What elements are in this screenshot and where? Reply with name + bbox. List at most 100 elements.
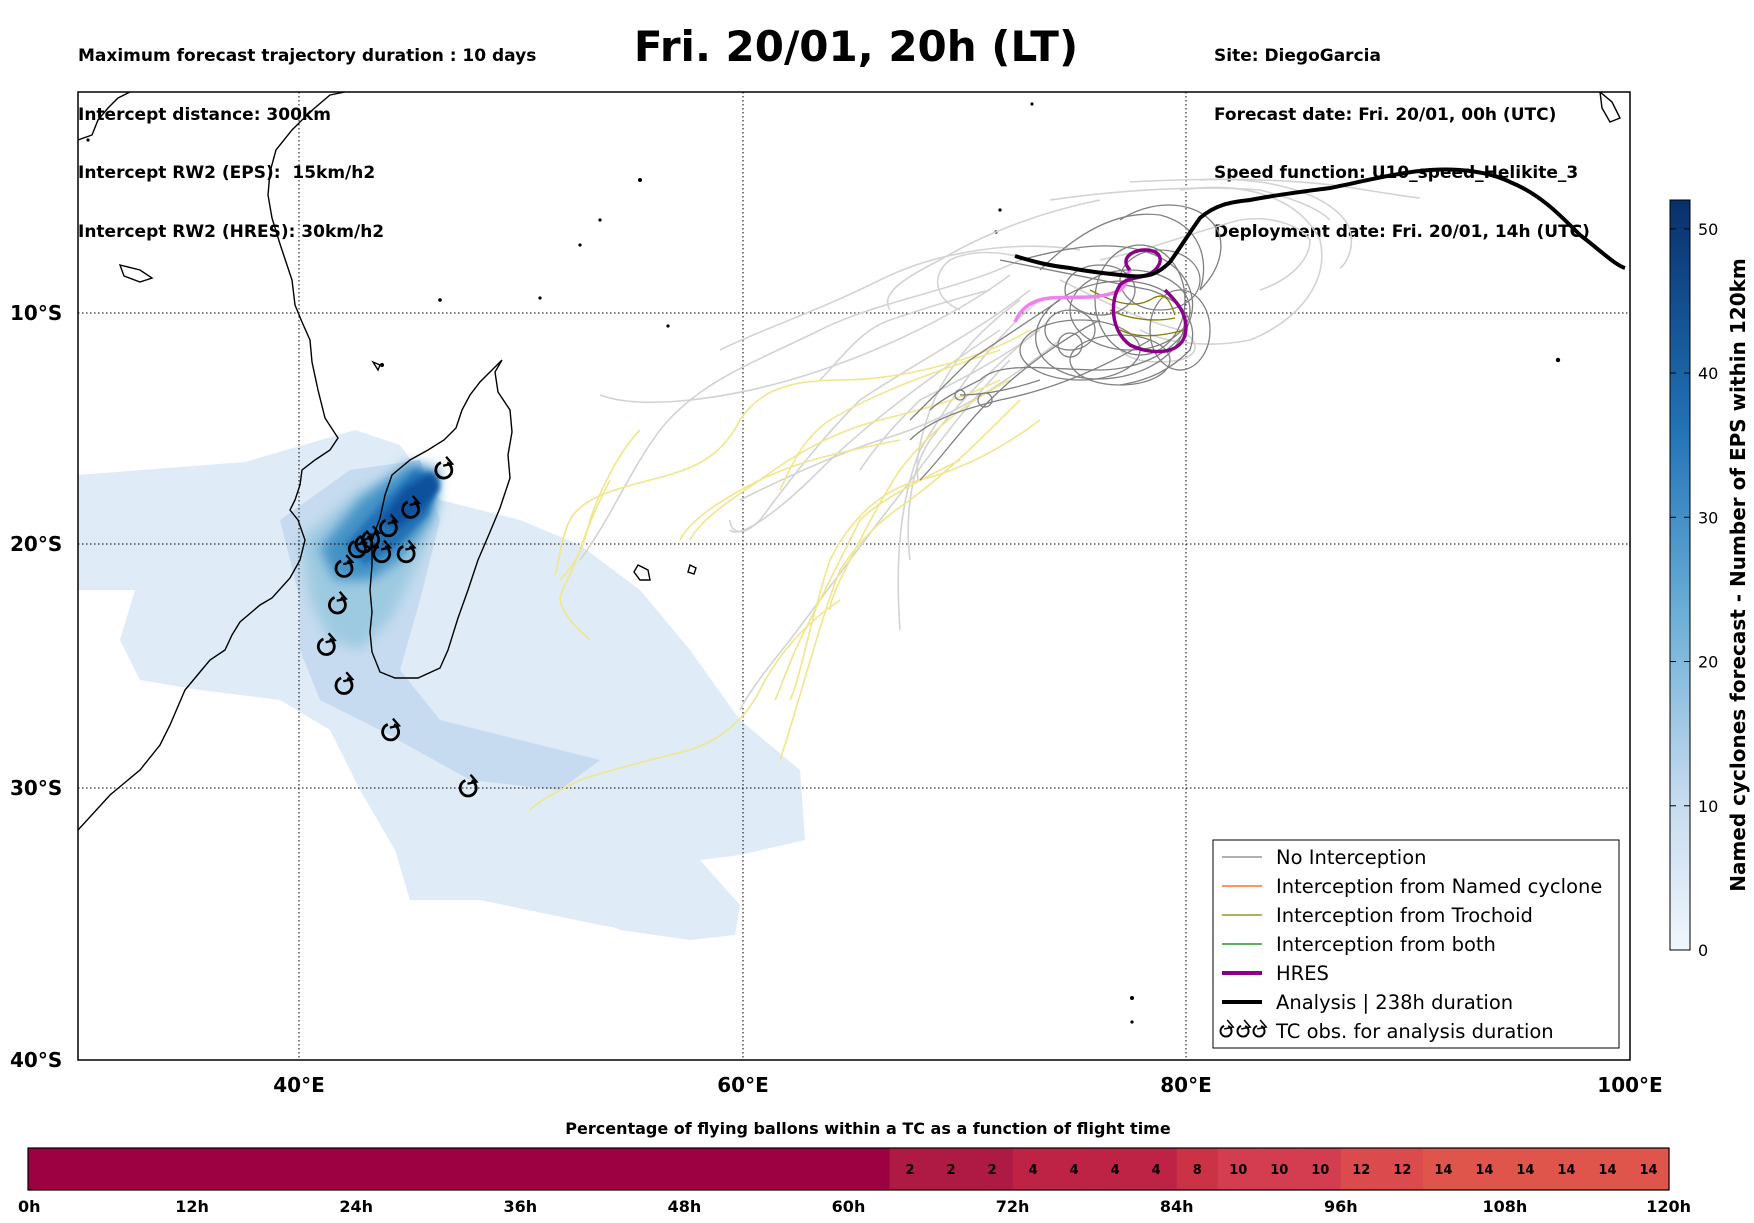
map-title: Fri. 20/01, 20h (LT)	[633, 22, 1079, 71]
density-low	[78, 430, 805, 940]
legend-item: Interception from both	[1222, 933, 1496, 956]
trajectory	[1049, 187, 1331, 221]
small-islands	[86, 102, 1561, 1024]
flight-time-segment: 14	[1463, 1148, 1506, 1190]
trajectory	[689, 379, 1001, 541]
flight-time-segment-fill	[1586, 1148, 1629, 1190]
lat-tick-30s: 30°S	[10, 776, 62, 800]
island-dot	[666, 324, 670, 328]
tc-obs-symbol	[381, 723, 400, 742]
trajectory-loop	[1035, 280, 1185, 380]
trajectory-loop	[1149, 289, 1211, 371]
colorbar-tick-label: 30	[1698, 508, 1718, 527]
tc-observations	[316, 456, 479, 798]
flight-time-segment: 4	[1053, 1148, 1096, 1190]
flight-time-segment-fill	[1627, 1148, 1670, 1190]
trajectory	[909, 299, 1061, 421]
colorbar-tick-label: 40	[1698, 364, 1718, 383]
tc-obs-arrow	[336, 590, 348, 602]
flight-time-label: 36h	[503, 1197, 537, 1216]
flight-time-segment-value: 12	[1352, 1163, 1370, 1178]
island-reunion	[687, 563, 697, 575]
trajectory	[739, 339, 1061, 501]
flight-time-segment: 2	[889, 1148, 932, 1190]
tc-obs-symbol	[328, 596, 347, 615]
tc-obs-arrow	[1224, 1019, 1235, 1030]
flight-time-label: 24h	[339, 1197, 373, 1216]
density-low-tail	[450, 780, 700, 940]
trajectory	[599, 274, 1011, 404]
trajectory-loop	[1119, 249, 1201, 311]
coastline-arabia-horn	[78, 92, 131, 141]
tc-obs-arrow	[343, 671, 355, 683]
flight-time-segment: 14	[1627, 1148, 1670, 1190]
flight-time-segment-fill	[1463, 1148, 1506, 1190]
flight-time-label: 108h	[1483, 1197, 1528, 1216]
eps-trajectories-no-interception	[909, 204, 1222, 481]
trajectory	[819, 289, 991, 381]
legend-label: Analysis | 238h duration	[1276, 991, 1513, 1014]
trajectory	[1199, 178, 1353, 269]
island-dot	[598, 218, 602, 222]
hres-track-late	[1111, 248, 1188, 354]
island-dot	[1130, 996, 1134, 1000]
tc-obs-symbol	[347, 540, 367, 559]
colorbar-tick-label: 10	[1698, 797, 1718, 816]
tc-obs-symbol	[1252, 1024, 1266, 1038]
legend-label: HRES	[1276, 962, 1329, 985]
eps-cyclone-density	[78, 430, 805, 940]
header-line-intercept-distance: Intercept distance: 300km	[78, 104, 331, 125]
tc-obs-arrow	[363, 529, 375, 541]
flight-time-segment-fill	[1381, 1148, 1424, 1190]
longitude-ticks: 40°E 60°E 80°E 100°E	[273, 1073, 1662, 1097]
trajectory	[554, 329, 1031, 576]
legend-item: Interception from Named cyclone	[1222, 875, 1602, 898]
tc-obs-arrow	[1241, 1019, 1252, 1030]
tc-obs-arrow	[442, 456, 455, 467]
flight-time-segment: 10	[1299, 1148, 1342, 1190]
island-dot	[380, 363, 384, 367]
tc-obs-symbol	[1219, 1024, 1233, 1038]
flight-time-segment-value: 14	[1557, 1163, 1575, 1178]
flight-time-segment-fill	[1135, 1148, 1178, 1190]
flight-time-segment-value: 10	[1311, 1163, 1329, 1178]
trajectory	[779, 349, 1001, 491]
legend-label: Interception from Trochoid	[1276, 904, 1533, 927]
trajectory-trochoid	[1089, 289, 1176, 316]
trajectory	[909, 339, 1151, 441]
flight-time-segment-value: 10	[1229, 1163, 1247, 1178]
flight-time-label: 12h	[175, 1197, 209, 1216]
lat-tick-20s: 20°S	[10, 532, 62, 556]
tc-obs-arrow	[1257, 1019, 1268, 1030]
trajectory	[829, 379, 1011, 611]
legend-item: No Interception	[1222, 846, 1427, 869]
island-mauritius	[633, 564, 651, 581]
tc-obs-symbol	[458, 779, 478, 798]
flight-time-segment-value: 14	[1434, 1163, 1452, 1178]
trajectory	[579, 259, 1021, 561]
flight-time-segment-fill	[889, 1148, 932, 1190]
gridlines	[78, 92, 1630, 1060]
colorbar-tick-label: 20	[1698, 653, 1718, 672]
latitude-ticks: 10°S 20°S 30°S 40°S	[10, 301, 62, 1072]
tc-obs-arrow	[325, 632, 337, 644]
map-area	[78, 92, 1630, 1060]
flight-time-segment-value: 4	[1152, 1163, 1161, 1178]
flight-time-segment-fill	[1340, 1148, 1383, 1190]
flight-time-segment: 10	[1217, 1148, 1260, 1190]
legend-item: Analysis | 238h duration	[1222, 991, 1513, 1014]
flight-time-segment: 12	[1381, 1148, 1424, 1190]
flight-time-segment: 12	[1340, 1148, 1383, 1190]
flight-time-label: 120h	[1646, 1197, 1691, 1216]
flight-time-segment-value: 14	[1598, 1163, 1616, 1178]
flight-time-segment-fill	[28, 1148, 891, 1190]
island-dot	[538, 296, 542, 300]
flight-time-segment-fill	[1094, 1148, 1137, 1190]
flight-time-label: 96h	[1324, 1197, 1358, 1216]
analysis-track	[1014, 167, 1626, 279]
lon-tick-60e: 60°E	[717, 1073, 769, 1097]
tc-obs-symbol	[334, 676, 354, 695]
tc-obs-arrow	[369, 525, 382, 537]
flight-time-segment-value: 12	[1393, 1163, 1411, 1178]
tc-obs-arrow	[343, 554, 355, 566]
